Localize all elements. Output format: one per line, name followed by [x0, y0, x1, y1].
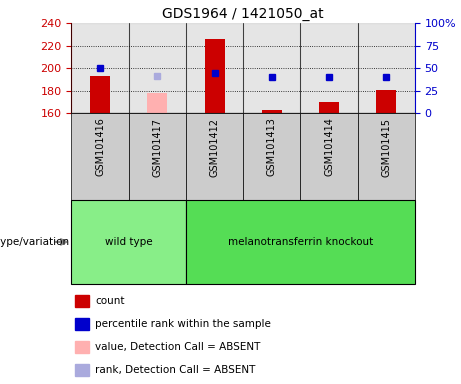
Bar	[262, 110, 282, 113]
Bar	[186, 113, 243, 200]
Bar	[301, 113, 358, 200]
Bar	[243, 23, 301, 113]
Text: melanotransferrin knockout: melanotransferrin knockout	[228, 237, 373, 247]
Bar	[75, 318, 89, 330]
Bar	[75, 341, 89, 353]
Text: GSM101415: GSM101415	[381, 118, 391, 177]
Text: GSM101413: GSM101413	[267, 118, 277, 177]
Bar	[376, 89, 396, 113]
Bar	[71, 200, 186, 284]
Text: wild type: wild type	[105, 237, 153, 247]
Bar	[75, 295, 89, 307]
Text: percentile rank within the sample: percentile rank within the sample	[95, 319, 272, 329]
Bar	[301, 23, 358, 113]
Title: GDS1964 / 1421050_at: GDS1964 / 1421050_at	[162, 7, 324, 21]
Bar	[358, 23, 415, 113]
Bar	[186, 23, 243, 113]
Bar	[129, 23, 186, 113]
Bar	[71, 113, 129, 200]
Text: rank, Detection Call = ABSENT: rank, Detection Call = ABSENT	[95, 365, 256, 375]
Bar	[205, 39, 225, 113]
Text: GSM101412: GSM101412	[210, 118, 219, 177]
Text: genotype/variation: genotype/variation	[0, 237, 69, 247]
Text: GSM101416: GSM101416	[95, 118, 105, 177]
Bar	[75, 364, 89, 376]
Text: GSM101414: GSM101414	[324, 118, 334, 177]
Bar	[71, 23, 129, 113]
Bar	[358, 113, 415, 200]
Text: value, Detection Call = ABSENT: value, Detection Call = ABSENT	[95, 342, 261, 352]
Text: GSM101417: GSM101417	[152, 118, 162, 177]
Bar	[129, 113, 186, 200]
Bar	[186, 200, 415, 284]
Bar	[90, 76, 110, 113]
Bar	[148, 93, 167, 113]
Bar	[243, 113, 301, 200]
Bar	[319, 102, 339, 113]
Text: count: count	[95, 296, 125, 306]
